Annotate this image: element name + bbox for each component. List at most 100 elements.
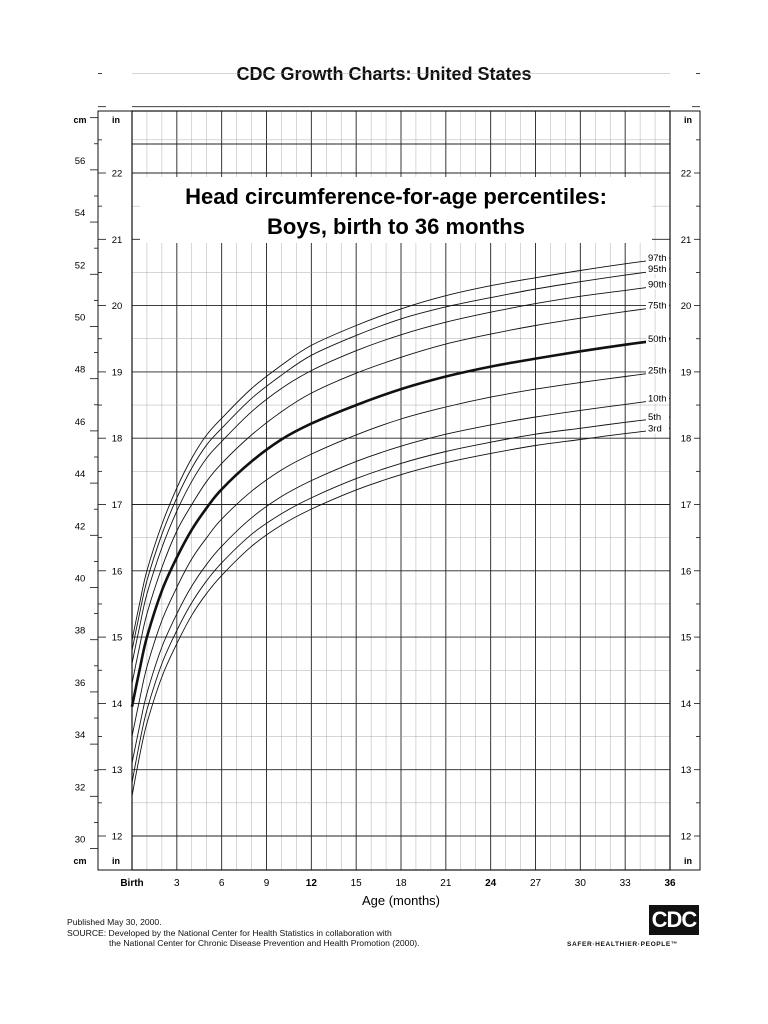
series-label-10th: 10th bbox=[648, 393, 667, 404]
in-tick-label-bg bbox=[109, 565, 125, 577]
x-tick-label: 27 bbox=[530, 878, 542, 889]
chart-axes: cm in in cm in in 12 12 13 13 14 14 15 15 16 16 17 17 18 18… bbox=[73, 73, 701, 908]
series-label-bg bbox=[646, 392, 669, 404]
in-tick-label-bg bbox=[109, 631, 125, 643]
in-unit-label: in bbox=[112, 115, 120, 125]
in-tick-label-bg bbox=[678, 830, 694, 842]
in-tick-label-bg bbox=[109, 167, 125, 179]
series-label-bg bbox=[646, 410, 669, 422]
series-label-bg bbox=[646, 422, 669, 434]
in-tick-label: 22 bbox=[112, 169, 123, 180]
cm-tick-label: 54 bbox=[75, 208, 86, 219]
in-tick-label: 16 bbox=[681, 566, 692, 577]
in-tick-label: 20 bbox=[681, 301, 692, 312]
in-tick-label-bg bbox=[109, 366, 125, 378]
cm-tick-label: 46 bbox=[75, 417, 86, 428]
cdc-logo-mark: CDC bbox=[649, 905, 699, 935]
published-date: Published May 30, 2000. bbox=[67, 917, 162, 927]
in-tick-label: 13 bbox=[681, 765, 692, 776]
in-tick-label: 20 bbox=[112, 301, 123, 312]
in-tick-label: 19 bbox=[112, 367, 123, 378]
cm-tick-label: 36 bbox=[75, 678, 86, 689]
series-line-5th bbox=[131, 416, 671, 784]
in-tick-label: 16 bbox=[112, 566, 123, 577]
in-tick-label-bg bbox=[678, 233, 694, 245]
series-label-97th: 97th bbox=[648, 253, 667, 264]
in-tick-label-bg bbox=[678, 697, 694, 709]
series-label-25th: 25th bbox=[648, 366, 667, 377]
cm-unit-label: cm bbox=[73, 115, 86, 125]
series-label-5th: 5th bbox=[648, 412, 661, 423]
series-line-97th bbox=[131, 257, 671, 641]
chart-title: Head circumference-for-age percentiles: bbox=[185, 184, 607, 209]
in-tick-label-bg bbox=[109, 697, 125, 709]
x-tick-label: 3 bbox=[174, 878, 180, 889]
series-line-95th bbox=[131, 268, 671, 651]
in-tick-label-bg bbox=[678, 499, 694, 510]
x-tick-label: 18 bbox=[395, 878, 407, 889]
in-tick-label: 15 bbox=[112, 633, 123, 644]
page-title: CDC Growth Charts: United States bbox=[236, 64, 532, 84]
series-label-bg bbox=[646, 263, 669, 275]
x-tick-label: 24 bbox=[485, 878, 497, 889]
series-line-10th bbox=[131, 397, 671, 764]
x-tick-label: 30 bbox=[575, 878, 587, 889]
chart-subtitle: Boys, birth to 36 months bbox=[267, 214, 525, 239]
in-tick-label: 13 bbox=[112, 765, 123, 776]
in-tick-label: 22 bbox=[681, 169, 692, 180]
cdc-logo: CDC SAFER·HEALTHIER·PEOPLE™ bbox=[567, 905, 711, 955]
in-tick-label: 17 bbox=[112, 500, 123, 511]
cm-tick-label: 42 bbox=[75, 521, 86, 532]
x-tick-label: 9 bbox=[264, 878, 270, 889]
in-tick-label-bg bbox=[678, 764, 694, 776]
in-tick-label-bg bbox=[109, 830, 125, 842]
in-tick-label: 14 bbox=[681, 699, 692, 710]
x-tick-label: 15 bbox=[351, 878, 363, 889]
right-axis-frame bbox=[669, 110, 701, 871]
chart-title-box bbox=[140, 177, 652, 243]
in-tick-label-bg bbox=[678, 565, 694, 577]
in-tick-label-bg bbox=[109, 233, 125, 245]
in-tick-label-bg bbox=[109, 764, 125, 776]
in-tick-label: 12 bbox=[112, 832, 123, 843]
series-line-3rd bbox=[131, 427, 671, 797]
series-label-3rd: 3rd bbox=[648, 423, 662, 434]
cdc-tagline: SAFER·HEALTHIER·PEOPLE™ bbox=[567, 941, 679, 948]
in-tick-label-bg bbox=[678, 300, 694, 312]
source-line: SOURCE: Developed by the National Center… bbox=[67, 927, 392, 938]
in-tick-label-bg bbox=[678, 631, 694, 643]
series-label-bg bbox=[646, 251, 669, 263]
x-axis-label: Age (months) bbox=[362, 893, 440, 908]
in-tick-label-bg bbox=[678, 432, 694, 444]
source-line: the National Center for Chronic Disease … bbox=[109, 938, 420, 948]
cm-tick-label: 30 bbox=[75, 835, 86, 846]
in-tick-label: 17 bbox=[681, 500, 692, 511]
left-axis-frame bbox=[97, 110, 133, 871]
in-tick-label: 18 bbox=[681, 434, 692, 445]
cm-tick-label: 44 bbox=[75, 469, 86, 480]
cm-tick-label: 48 bbox=[75, 365, 86, 376]
series-label-50th: 50th bbox=[648, 334, 667, 345]
x-tick-label: 6 bbox=[219, 878, 225, 889]
x-tick-label: 12 bbox=[306, 878, 318, 889]
x-tick-label: 33 bbox=[620, 878, 632, 889]
in-tick-label-bg bbox=[678, 366, 694, 378]
x-tick-label: 21 bbox=[440, 878, 452, 889]
chart-series bbox=[130, 257, 671, 797]
in-tick-label-bg bbox=[109, 300, 125, 312]
cm-unit-label: cm bbox=[73, 856, 86, 866]
in-tick-label: 18 bbox=[112, 434, 123, 445]
series-line-50th bbox=[130, 337, 671, 707]
cm-tick-label: 56 bbox=[75, 156, 86, 167]
series-line-25th bbox=[131, 370, 671, 737]
cm-tick-label: 52 bbox=[75, 260, 86, 271]
series-label-bg bbox=[646, 332, 669, 344]
in-tick-label: 12 bbox=[681, 832, 692, 843]
in-tick-label: 15 bbox=[681, 633, 692, 644]
in-unit-label: in bbox=[112, 856, 120, 866]
x-tick-label: Birth bbox=[120, 878, 143, 889]
cm-tick-label: 40 bbox=[75, 574, 86, 585]
series-line-75th bbox=[131, 305, 671, 684]
